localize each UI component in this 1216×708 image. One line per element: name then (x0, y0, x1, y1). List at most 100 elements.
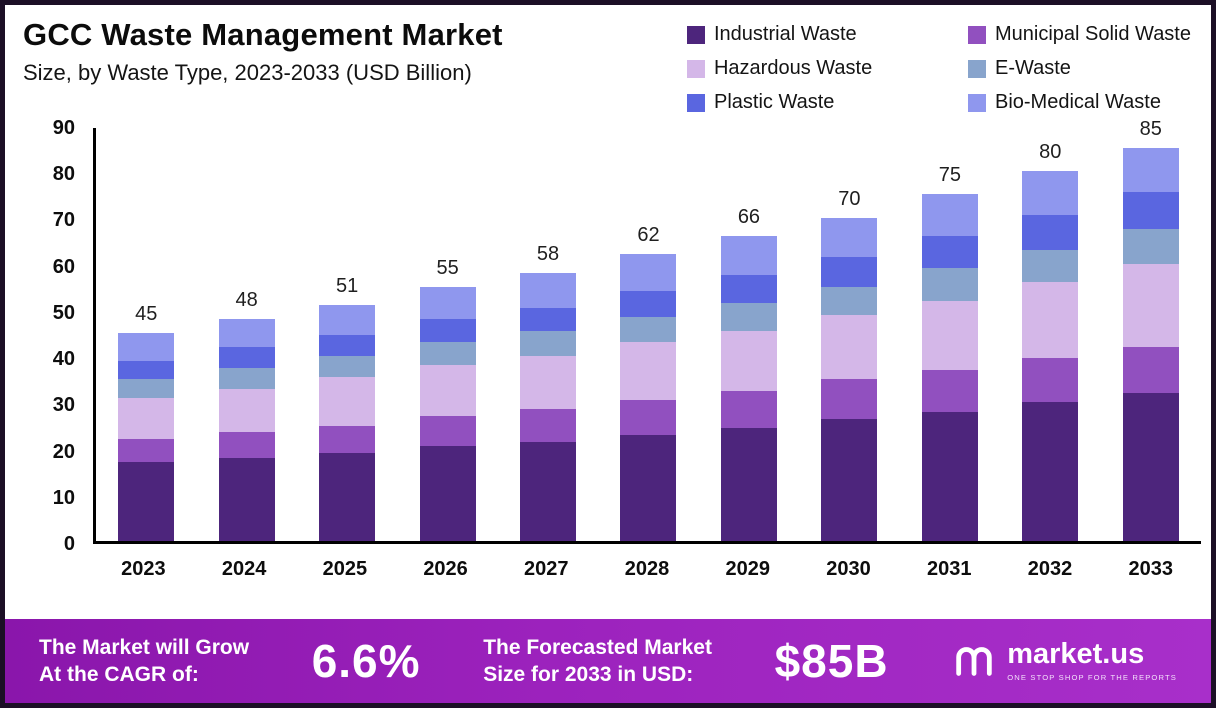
bar-segment-municipal-solid-waste (520, 409, 577, 442)
bar-segment-hazardous-waste (1022, 282, 1079, 359)
bar-segment-industrial-waste (218, 457, 275, 541)
legend-swatch (686, 59, 705, 78)
bar-segment-plastic-waste (1022, 215, 1079, 250)
bar-segment-bio-medical-waste (419, 286, 476, 320)
bar-segment-bio-medical-waste (520, 272, 577, 308)
logo-icon (956, 647, 992, 676)
bar-segment-industrial-waste (319, 453, 376, 541)
y-axis-label: 70 (52, 209, 75, 232)
bar-segment-municipal-solid-waste (1122, 346, 1179, 394)
title-block: GCC Waste Management Market Size, by Was… (23, 17, 503, 114)
legend-label: Municipal Solid Waste (994, 23, 1191, 45)
y-axis-label: 80 (52, 163, 75, 186)
bar-segment-plastic-waste (218, 346, 275, 368)
bar-segment-hazardous-waste (720, 330, 777, 391)
bar-segment-plastic-waste (520, 307, 577, 331)
bar-segment-municipal-solid-waste (218, 432, 275, 458)
y-axis: 0 10 20 30 40 50 60 70 80 90 (5, 117, 89, 555)
bar-segment-plastic-waste (821, 256, 878, 287)
bar-segment-municipal-solid-waste (1022, 358, 1079, 403)
bar-segment-bio-medical-waste (1122, 148, 1179, 193)
x-axis-label: 2027 (524, 558, 569, 580)
page-subtitle: Size, by Waste Type, 2023-2033 (USD Bill… (23, 60, 472, 85)
bar-segment-hazardous-waste (218, 388, 275, 433)
bar-segment-plastic-waste (720, 275, 777, 304)
bar-segment-municipal-solid-waste (319, 425, 376, 454)
legend-swatch (686, 25, 705, 44)
bar-segment-e-waste (419, 342, 476, 366)
forecast-value: $85B (774, 635, 889, 687)
bar-2033 (1122, 148, 1179, 541)
bar-segment-plastic-waste (118, 360, 175, 380)
bar-segment-industrial-waste (720, 427, 777, 541)
bar-segment-municipal-solid-waste (419, 416, 476, 447)
bar-2029 (720, 236, 777, 541)
logo-text-block: market.us ONE STOP SHOP FOR THE REPORTS (1007, 640, 1177, 683)
bar-total-label: 45 (135, 303, 158, 326)
x-axis-label: 2029 (725, 558, 771, 580)
plot-area: 45 48 51 55 58 62 66 70 75 80 85 (93, 118, 1201, 544)
bar-slot: 62 (598, 224, 698, 541)
bar-segment-e-waste (720, 303, 777, 331)
stacked-bar-chart: 0 10 20 30 40 50 60 70 80 90 45 48 51 55 58 62 66 70 75 80… (5, 117, 1211, 590)
bar-2031 (921, 194, 978, 541)
bar-total-label: 48 (235, 289, 258, 312)
bar-2027 (520, 272, 577, 541)
bar-segment-plastic-waste (419, 319, 476, 343)
marketus-logo: market.us ONE STOP SHOP FOR THE REPORTS (951, 638, 1177, 684)
legend-item-e-waste: E-Waste (967, 57, 1191, 80)
cagr-label: The Market will Grow At the CAGR of: (39, 635, 250, 686)
bar-segment-municipal-solid-waste (821, 379, 878, 419)
bar-slot: 70 (799, 188, 899, 541)
x-axis-label: 2026 (423, 558, 468, 580)
x-axis-label: 2028 (624, 558, 670, 580)
bar-segment-plastic-waste (1122, 192, 1179, 230)
bar-segment-e-waste (118, 379, 175, 398)
bar-segment-bio-medical-waste (620, 254, 677, 292)
bar-segment-hazardous-waste (419, 365, 476, 417)
bar-total-label: 58 (536, 242, 560, 265)
x-axis-label: 2025 (322, 558, 368, 580)
bar-segment-industrial-waste (921, 411, 978, 541)
logo-tagline: ONE STOP SHOP FOR THE REPORTS (1007, 673, 1177, 682)
bar-segment-industrial-waste (419, 446, 476, 541)
y-axis-label: 90 (52, 117, 75, 139)
bar-2028 (620, 254, 677, 541)
x-axis-label: 2031 (926, 558, 972, 580)
x-axis-label: 2033 (1128, 558, 1173, 580)
legend-item-hazardous-waste: Hazardous Waste (686, 57, 942, 80)
legend-item-municipal-solid-waste: Municipal Solid Waste (967, 23, 1191, 46)
bar-segment-bio-medical-waste (821, 217, 878, 257)
bar-total-label: 70 (838, 187, 861, 210)
bar-2030 (821, 217, 878, 541)
bar-segment-municipal-solid-waste (921, 370, 978, 412)
x-axis-label: 2030 (826, 558, 871, 580)
bar-segment-bio-medical-waste (218, 319, 275, 347)
bar-segment-plastic-waste (319, 335, 376, 357)
header: GCC Waste Management Market Size, by Was… (5, 5, 1211, 114)
bar-segment-industrial-waste (620, 434, 677, 541)
bar-segment-hazardous-waste (821, 314, 878, 380)
bar-total-label: 80 (1039, 141, 1062, 164)
bar-segment-e-waste (921, 268, 978, 301)
bar-segment-industrial-waste (520, 441, 577, 541)
bar-total-label: 75 (938, 164, 961, 187)
y-axis-label: 10 (52, 486, 75, 509)
bar-segment-e-waste (319, 356, 376, 378)
bar-slot: 55 (397, 257, 497, 541)
legend-item-bio-medical-waste: Bio-Medical Waste (967, 91, 1191, 114)
bar-slot: 51 (297, 275, 397, 541)
bar-segment-municipal-solid-waste (620, 400, 677, 435)
legend-label: Industrial Waste (713, 23, 857, 45)
bar-segment-plastic-waste (620, 291, 677, 317)
bar-segment-e-waste (620, 316, 677, 343)
bar-slot: 45 (96, 303, 196, 541)
footer-banner: The Market will Grow At the CAGR of: 6.6… (5, 619, 1211, 703)
cagr-value: 6.6% (311, 635, 421, 687)
bar-segment-bio-medical-waste (720, 236, 777, 276)
chart-legend: Industrial Waste Municipal Solid Waste Haz… (686, 17, 1191, 114)
bar-2026 (419, 286, 476, 541)
bar-segment-e-waste (218, 367, 275, 389)
bar-segment-hazardous-waste (319, 377, 376, 426)
